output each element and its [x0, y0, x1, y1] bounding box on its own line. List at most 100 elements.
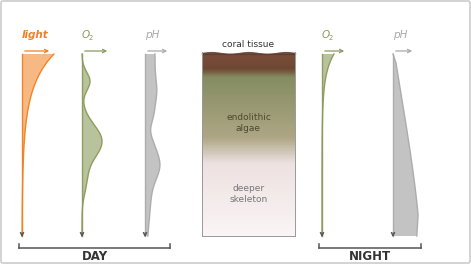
- Bar: [202, 216, 295, 218]
- Text: 2: 2: [89, 35, 93, 41]
- Bar: [202, 76, 295, 78]
- Bar: [202, 206, 295, 208]
- Bar: [202, 86, 295, 88]
- Text: NIGHT: NIGHT: [349, 250, 391, 263]
- Bar: [202, 55, 295, 57]
- Bar: [202, 62, 295, 63]
- Bar: [202, 153, 295, 154]
- Bar: [202, 90, 295, 91]
- Bar: [202, 129, 295, 130]
- Bar: [202, 211, 295, 212]
- Bar: [202, 212, 295, 213]
- Bar: [202, 227, 295, 229]
- Bar: [202, 139, 295, 140]
- Text: pH: pH: [145, 30, 159, 40]
- Bar: [202, 75, 295, 77]
- Bar: [202, 141, 295, 142]
- Bar: [202, 164, 295, 166]
- Bar: [202, 210, 295, 211]
- Bar: [202, 185, 295, 187]
- Bar: [202, 190, 295, 191]
- Text: O: O: [322, 30, 330, 40]
- Bar: [202, 174, 295, 175]
- Bar: [202, 134, 295, 135]
- Bar: [202, 199, 295, 201]
- Bar: [202, 77, 295, 79]
- Bar: [202, 180, 295, 181]
- Bar: [202, 114, 295, 115]
- Bar: [202, 213, 295, 214]
- Bar: [202, 66, 295, 68]
- Bar: [202, 105, 295, 107]
- Bar: [202, 220, 295, 221]
- Bar: [202, 178, 295, 180]
- Bar: [202, 195, 295, 197]
- Bar: [202, 200, 295, 201]
- Bar: [202, 221, 295, 222]
- Bar: [202, 163, 295, 164]
- Bar: [202, 191, 295, 192]
- Bar: [202, 67, 295, 69]
- Bar: [202, 164, 295, 165]
- Bar: [202, 79, 295, 81]
- Bar: [202, 78, 295, 79]
- Bar: [202, 187, 295, 189]
- Bar: [202, 228, 295, 230]
- Bar: [202, 142, 295, 143]
- Bar: [202, 138, 295, 140]
- Text: DAY: DAY: [81, 250, 107, 263]
- Bar: [202, 92, 295, 93]
- Bar: [202, 132, 295, 133]
- Bar: [202, 135, 295, 137]
- Bar: [202, 115, 295, 116]
- Bar: [202, 229, 295, 230]
- Bar: [202, 169, 295, 171]
- Bar: [202, 107, 295, 109]
- Bar: [202, 87, 295, 89]
- Bar: [202, 231, 295, 232]
- Bar: [202, 215, 295, 217]
- Bar: [202, 157, 295, 159]
- Bar: [202, 181, 295, 182]
- Bar: [202, 143, 295, 144]
- Bar: [202, 136, 295, 138]
- Bar: [202, 117, 295, 119]
- Bar: [202, 116, 295, 118]
- Bar: [202, 111, 295, 112]
- Bar: [202, 147, 295, 149]
- Bar: [202, 188, 295, 190]
- Bar: [202, 148, 295, 149]
- Bar: [202, 119, 295, 120]
- Bar: [202, 80, 295, 81]
- Bar: [202, 59, 295, 60]
- Bar: [202, 202, 295, 203]
- Bar: [202, 207, 295, 209]
- Bar: [202, 130, 295, 131]
- Bar: [202, 203, 295, 204]
- Bar: [202, 73, 295, 74]
- Bar: [202, 192, 295, 193]
- Bar: [202, 64, 295, 66]
- Bar: [202, 234, 295, 235]
- Bar: [202, 125, 295, 127]
- Bar: [202, 89, 295, 90]
- Bar: [202, 74, 295, 76]
- Bar: [202, 110, 295, 111]
- Bar: [202, 168, 295, 169]
- Bar: [202, 225, 295, 226]
- Bar: [202, 121, 295, 122]
- Bar: [202, 91, 295, 92]
- Bar: [202, 65, 295, 67]
- Bar: [202, 201, 295, 202]
- Bar: [202, 176, 295, 177]
- Bar: [202, 103, 295, 104]
- Bar: [202, 57, 295, 59]
- Bar: [202, 185, 295, 186]
- Bar: [202, 205, 295, 206]
- Bar: [202, 166, 295, 167]
- Bar: [202, 224, 295, 225]
- Bar: [202, 131, 295, 132]
- Bar: [202, 167, 295, 169]
- Bar: [202, 214, 295, 215]
- Polygon shape: [322, 54, 334, 236]
